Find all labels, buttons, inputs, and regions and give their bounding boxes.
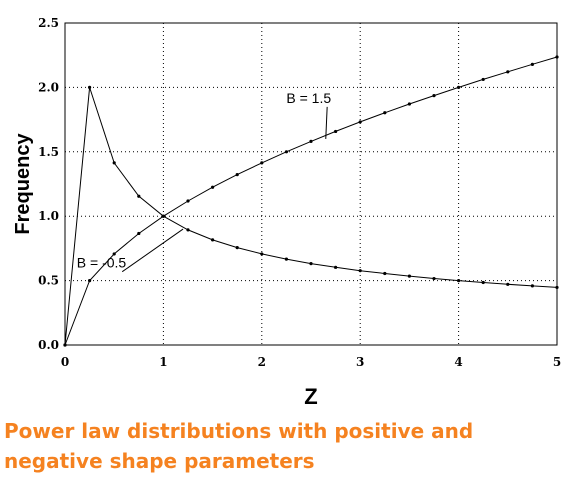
data-point bbox=[137, 231, 141, 236]
data-point bbox=[88, 279, 92, 283]
x-tick-label: 5 bbox=[553, 355, 561, 369]
data-point bbox=[383, 271, 387, 276]
x-tick-label: 0 bbox=[61, 355, 69, 369]
data-point bbox=[407, 274, 411, 278]
data-point bbox=[284, 257, 288, 261]
y-tick-label: 2.5 bbox=[38, 16, 59, 30]
data-point bbox=[530, 62, 535, 66]
data-point bbox=[358, 269, 362, 273]
series-b-neg-0-5 bbox=[63, 85, 559, 347]
annotations: B = 1.5 B = -0.5 bbox=[77, 90, 331, 273]
caption-line-2: negative shape parameters bbox=[4, 449, 315, 473]
annotation-leader-line bbox=[325, 106, 328, 139]
data-point bbox=[506, 70, 510, 74]
data-point bbox=[235, 172, 239, 177]
data-point bbox=[383, 111, 387, 115]
data-point bbox=[284, 150, 288, 154]
grid-lines bbox=[65, 23, 557, 345]
data-point bbox=[481, 280, 485, 285]
data-point bbox=[457, 279, 461, 283]
data-point bbox=[457, 85, 461, 89]
x-tick-label: 1 bbox=[159, 355, 167, 369]
y-tick-label: 0.0 bbox=[38, 338, 59, 352]
data-point bbox=[235, 246, 239, 250]
data-point bbox=[309, 261, 313, 266]
y-tick-label: 2.0 bbox=[38, 80, 59, 94]
data-point bbox=[260, 252, 264, 256]
data-point bbox=[137, 194, 141, 198]
x-tick-label: 2 bbox=[258, 355, 266, 369]
data-point bbox=[186, 199, 190, 203]
data-point bbox=[161, 214, 165, 218]
data-point bbox=[358, 120, 362, 124]
annotation-leader-line bbox=[121, 228, 184, 273]
data-point bbox=[432, 94, 436, 98]
x-tick-label: 4 bbox=[454, 355, 462, 369]
data-point bbox=[334, 265, 338, 269]
data-point bbox=[211, 238, 215, 242]
series-annotation: B = 1.5 bbox=[286, 90, 331, 106]
data-point bbox=[432, 276, 436, 281]
data-point bbox=[260, 161, 264, 165]
figure-caption: Power law distributions with positive an… bbox=[4, 416, 564, 476]
caption-line-1: Power law distributions with positive an… bbox=[4, 419, 474, 443]
chart: 0 1 2 3 4 5 0.0 0.5 1.0 1.5 2.0 2.5 B = 1.5 B = -0.5… bbox=[12, 16, 561, 409]
data-point bbox=[407, 102, 411, 106]
data-point bbox=[112, 252, 116, 256]
tick-labels: 0 1 2 3 4 5 0.0 0.5 1.0 1.5 2.0 2.5 bbox=[38, 16, 561, 369]
data-point bbox=[334, 129, 338, 134]
series-group bbox=[63, 55, 559, 347]
data-point bbox=[309, 139, 313, 143]
y-tick-label: 1.0 bbox=[38, 209, 59, 223]
data-point bbox=[481, 77, 485, 82]
data-point bbox=[211, 185, 215, 189]
series-line bbox=[64, 87, 558, 346]
data-point bbox=[186, 228, 190, 232]
data-point bbox=[506, 282, 510, 286]
y-axis-label: Frequency bbox=[12, 133, 34, 235]
x-axis-label: Z bbox=[304, 384, 317, 409]
plot-frame bbox=[64, 22, 558, 346]
data-point bbox=[112, 161, 116, 165]
y-tick-label: 0.5 bbox=[38, 274, 59, 288]
data-point bbox=[88, 85, 92, 89]
series-annotation: B = -0.5 bbox=[77, 255, 127, 271]
data-point bbox=[530, 284, 535, 288]
x-tick-label: 3 bbox=[356, 355, 364, 369]
y-tick-label: 1.5 bbox=[38, 145, 59, 159]
